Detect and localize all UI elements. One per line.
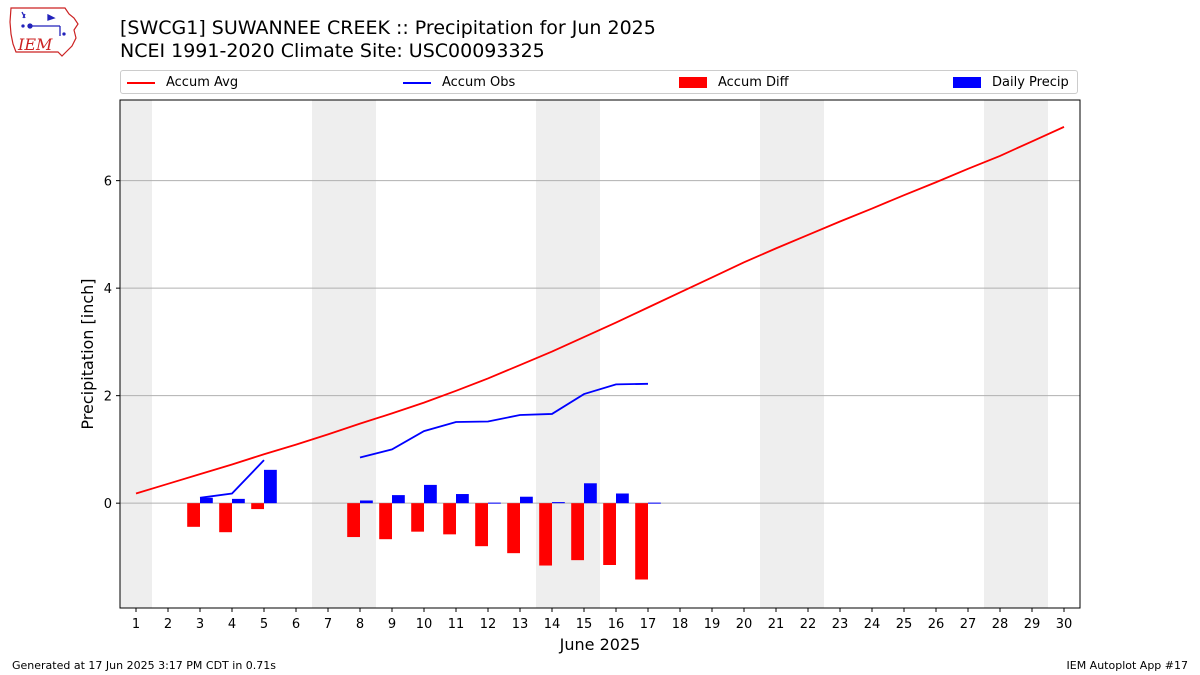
x-tick-label: 23 — [832, 617, 849, 632]
accum-diff-bar — [443, 503, 456, 535]
x-tick-label: 21 — [768, 617, 785, 632]
accum-diff-bar — [379, 503, 392, 540]
accum-diff-bar — [219, 503, 232, 533]
daily-precip-bar — [264, 469, 277, 504]
x-tick-label: 14 — [544, 617, 561, 632]
accum-obs-line — [199, 459, 265, 499]
x-tick-label: 18 — [672, 617, 689, 632]
x-tick-label: 12 — [480, 617, 497, 632]
accum-diff-bar — [251, 503, 264, 510]
bars — [187, 469, 661, 580]
daily-precip-bar — [584, 483, 597, 504]
daily-precip-bar — [488, 502, 501, 504]
x-tick-label: 8 — [356, 617, 364, 632]
accum-diff-bar — [507, 503, 520, 554]
x-tick-label: 20 — [736, 617, 753, 632]
legend-swatch-accum-obs — [403, 82, 431, 84]
footer-generated: Generated at 17 Jun 2025 3:17 PM CDT in … — [12, 659, 277, 672]
iem-logo: IEM — [8, 6, 80, 58]
daily-precip-bar — [232, 498, 245, 504]
daily-precip-bar — [616, 493, 629, 504]
x-tick-label: 6 — [292, 617, 300, 632]
legend-label-accum-obs: Accum Obs — [442, 75, 516, 90]
accum-diff-bar — [347, 503, 360, 538]
x-tick-label: 15 — [576, 617, 593, 632]
legend-swatch-daily-precip — [953, 77, 981, 88]
x-tick-label: 13 — [512, 617, 529, 632]
y-tick-label: 6 — [104, 175, 112, 190]
iem-logo-icon: IEM — [9, 7, 79, 57]
x-axis-label: June 2025 — [559, 635, 641, 654]
x-tick-label: 22 — [800, 617, 817, 632]
daily-precip-bar — [424, 484, 437, 504]
y-tick-label: 4 — [104, 282, 112, 297]
lines — [135, 126, 1065, 499]
daily-precip-bar — [200, 497, 213, 504]
chart-subtitle: NCEI 1991-2020 Climate Site: USC00093325 — [120, 40, 545, 62]
logo-text: IEM — [17, 35, 53, 54]
daily-precip-bar — [392, 495, 405, 504]
accum-diff-bar — [187, 503, 200, 527]
accum-avg-line — [135, 126, 1065, 495]
x-tick-label: 30 — [1056, 617, 1073, 632]
accum-obs-line — [359, 382, 649, 459]
accum-diff-bar — [603, 503, 616, 565]
x-tick-label: 17 — [640, 617, 657, 632]
daily-precip-bar — [648, 502, 661, 504]
weekend-band — [312, 100, 376, 608]
weekend-bands — [120, 100, 1048, 608]
daily-precip-bar — [456, 494, 469, 504]
x-tick-label: 26 — [928, 617, 945, 632]
legend-swatch-accum-diff — [679, 77, 707, 88]
daily-precip-bar — [552, 502, 565, 504]
accum-diff-bar — [475, 503, 488, 547]
x-tick-label: 11 — [448, 617, 465, 632]
weekend-band — [984, 100, 1048, 608]
x-tick-label: 10 — [416, 617, 433, 632]
gridlines — [120, 180, 1080, 504]
legend-swatch-accum-avg — [127, 82, 155, 84]
legend: Accum Avg Accum Obs Accum Diff Daily Pre… — [120, 70, 1078, 94]
x-tick-label: 27 — [960, 617, 977, 632]
legend-label-daily-precip: Daily Precip — [992, 75, 1069, 90]
x-tick-label: 24 — [864, 617, 881, 632]
axes-frame — [119, 99, 1081, 609]
weekend-band — [760, 100, 824, 608]
legend-label-accum-diff: Accum Diff — [718, 75, 789, 90]
accum-diff-bar — [411, 503, 424, 532]
legend-label-accum-avg: Accum Avg — [166, 75, 239, 90]
x-tick-label: 1 — [132, 617, 140, 632]
chart-title: [SWCG1] SUWANNEE CREEK :: Precipitation … — [120, 17, 656, 39]
x-tick-label: 7 — [324, 617, 332, 632]
x-tick-label: 19 — [704, 617, 721, 632]
accum-diff-bar — [571, 503, 584, 561]
footer-app-id: IEM Autoplot App #17 — [1066, 659, 1189, 672]
x-tick-label: 28 — [992, 617, 1009, 632]
accum-diff-bar — [635, 503, 648, 580]
accum-diff-bar — [539, 503, 552, 566]
daily-precip-bar — [360, 500, 373, 504]
y-tick-label: 0 — [104, 497, 112, 512]
x-tick-label: 5 — [260, 617, 268, 632]
x-tick-label: 29 — [1024, 617, 1041, 632]
x-tick-label: 16 — [608, 617, 625, 632]
x-tick-label: 4 — [228, 617, 236, 632]
x-tick-label: 9 — [388, 617, 396, 632]
x-tick-label: 2 — [164, 617, 172, 632]
y-axis-label: Precipitation [inch] — [78, 278, 97, 429]
daily-precip-bar — [520, 496, 533, 504]
y-tick-label: 2 — [104, 390, 112, 405]
x-tick-label: 3 — [196, 617, 204, 632]
x-tick-label: 25 — [896, 617, 913, 632]
weekend-band — [120, 100, 152, 608]
